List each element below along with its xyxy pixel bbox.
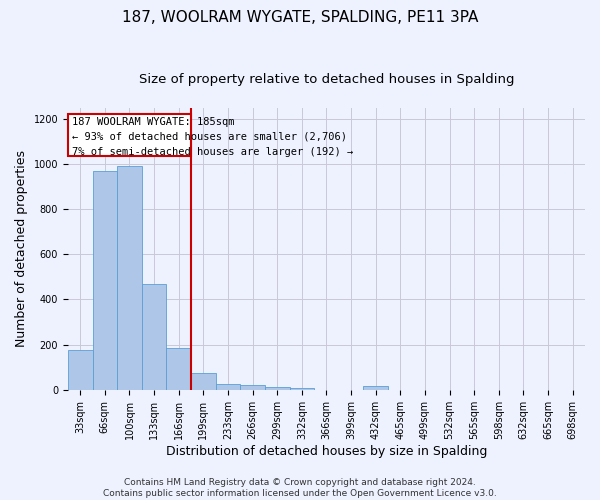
Bar [92,170,117,390]
Bar [117,166,142,390]
Text: 187, WOOLRAM WYGATE, SPALDING, PE11 3PA: 187, WOOLRAM WYGATE, SPALDING, PE11 3PA [122,10,478,25]
Bar [265,387,290,390]
Text: Contains HM Land Registry data © Crown copyright and database right 2024.
Contai: Contains HM Land Registry data © Crown c… [103,478,497,498]
FancyBboxPatch shape [68,114,191,156]
Bar [290,388,314,390]
Bar [191,373,215,390]
Title: Size of property relative to detached houses in Spalding: Size of property relative to detached ho… [139,72,514,86]
Y-axis label: Number of detached properties: Number of detached properties [15,150,28,347]
Bar [215,384,240,390]
Bar [142,284,166,390]
Text: 187 WOOLRAM WYGATE: 185sqm
← 93% of detached houses are smaller (2,706)
7% of se: 187 WOOLRAM WYGATE: 185sqm ← 93% of deta… [71,117,353,156]
Bar [240,386,265,390]
X-axis label: Distribution of detached houses by size in Spalding: Distribution of detached houses by size … [166,444,487,458]
Bar [364,386,388,390]
Bar [68,350,92,390]
Bar [166,348,191,390]
